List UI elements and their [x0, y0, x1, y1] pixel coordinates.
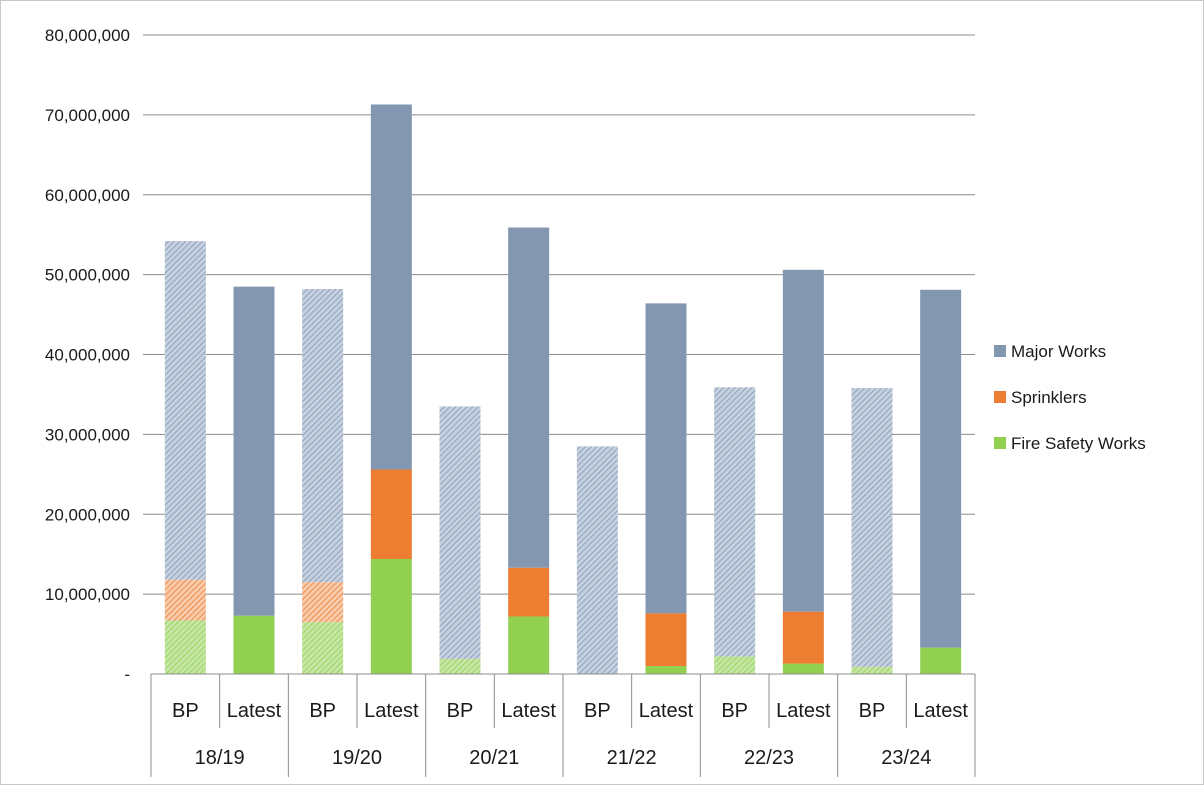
group-label: 22/23 — [744, 747, 794, 769]
subcategory-label: Latest — [776, 700, 831, 722]
x-axis-labels: BP Latest BP Latest BP Latest BP Latest BP Latest… — [172, 700, 968, 769]
bar-major-works — [920, 289, 962, 648]
legend-label-fire-safety-works: Fire Safety Works — [1011, 434, 1146, 453]
bar-fire-safety-works — [508, 616, 550, 674]
group-label: 18/19 — [195, 747, 245, 769]
bar-fire-safety-works — [782, 663, 824, 674]
subcategory-label: Latest — [364, 700, 419, 722]
bar-fire-safety-works — [920, 647, 962, 674]
bar-sprinklers — [370, 469, 412, 559]
y-tick-label: 70,000,000 — [45, 106, 130, 125]
bar-major-works — [370, 104, 412, 470]
subcategory-label: Latest — [501, 700, 556, 722]
subcategory-label: Latest — [913, 700, 968, 722]
bar-sprinklers — [164, 579, 206, 621]
bar-fire-safety-works — [851, 666, 893, 674]
bar-sprinklers — [508, 567, 550, 617]
y-tick-label: - — [124, 665, 130, 684]
subcategory-label: BP — [721, 700, 748, 722]
bar-major-works — [782, 269, 824, 612]
bar-major-works — [439, 406, 481, 659]
y-tick-label: 60,000,000 — [45, 186, 130, 205]
legend-swatch-fire-safety-works — [994, 437, 1006, 449]
bar-fire-safety-works — [645, 666, 687, 674]
x-axis — [150, 673, 976, 777]
y-axis-tick-labels: - 10,000,000 20,000,000 30,000,000 40,000,00… — [45, 26, 130, 684]
legend-label-major-works: Major Works — [1011, 342, 1106, 361]
bar-major-works — [714, 387, 756, 657]
y-tick-label: 50,000,000 — [45, 266, 130, 285]
subcategory-label: BP — [447, 700, 474, 722]
y-tick-label: 20,000,000 — [45, 505, 130, 524]
bar-major-works — [233, 286, 275, 616]
bar-sprinklers — [302, 582, 344, 623]
y-tick-label: 80,000,000 — [45, 26, 130, 45]
group-label: 20/21 — [469, 747, 519, 769]
bar-major-works — [164, 241, 206, 580]
subcategory-label: BP — [172, 700, 199, 722]
bar-fire-safety-works — [233, 615, 275, 674]
subcategory-label: Latest — [639, 700, 694, 722]
subcategory-label: BP — [309, 700, 336, 722]
bar-major-works — [645, 303, 687, 614]
bar-major-works — [302, 289, 344, 583]
group-label: 21/22 — [607, 747, 657, 769]
bar-fire-safety-works — [714, 656, 756, 674]
group-label: 19/20 — [332, 747, 382, 769]
subcategory-label: Latest — [227, 700, 282, 722]
group-label: 23/24 — [881, 747, 931, 769]
bars — [164, 104, 962, 674]
legend-swatch-sprinklers — [994, 391, 1006, 403]
subcategory-label: BP — [584, 700, 611, 722]
y-tick-label: 10,000,000 — [45, 585, 130, 604]
bar-fire-safety-works — [164, 620, 206, 674]
legend: Major Works Sprinklers Fire Safety Works — [994, 342, 1146, 453]
bar-fire-safety-works — [370, 558, 412, 674]
bar-fire-safety-works — [439, 658, 481, 674]
y-tick-label: 30,000,000 — [45, 425, 130, 444]
bar-sprinklers — [782, 611, 824, 664]
y-tick-label: 40,000,000 — [45, 346, 130, 365]
bar-fire-safety-works — [302, 622, 344, 674]
bar-major-works — [576, 446, 618, 674]
legend-label-sprinklers: Sprinklers — [1011, 388, 1087, 407]
subcategory-label: BP — [859, 700, 886, 722]
bar-major-works — [851, 388, 893, 667]
gridlines — [143, 34, 975, 595]
legend-swatch-major-works — [994, 345, 1006, 357]
bar-sprinklers — [645, 613, 687, 667]
bar-major-works — [508, 227, 550, 568]
